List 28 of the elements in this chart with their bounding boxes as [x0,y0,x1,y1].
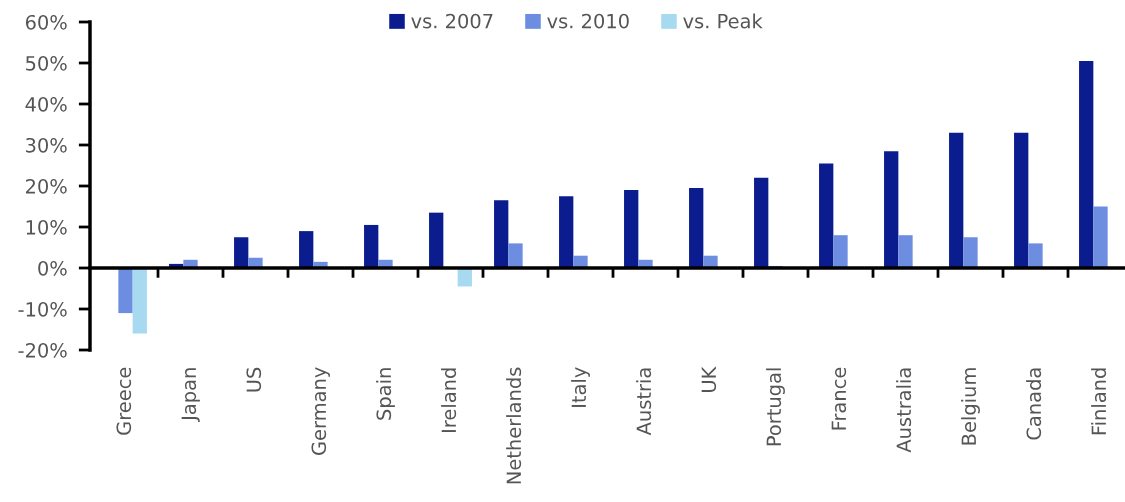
y-tick-label: 0% [38,260,67,276]
x-tick-label: Portugal [766,368,785,446]
x-tick-label: Germany [311,367,330,455]
x-tick-label: France [831,367,847,430]
x-tick-label: Canada [1026,368,1042,440]
legend-label: vs. Peak [683,13,763,29]
x-tick-label: Austria [636,368,652,436]
x-tick-label: UK [701,366,717,392]
x-tick-label: Spain [376,368,395,420]
x-tick-label: Greece [116,367,132,435]
legend-label: vs. 2007 [411,13,493,29]
x-tick-label: Ireland [441,368,457,432]
x-tick-label: US [246,367,262,392]
y-tick-label: -20% [18,342,67,358]
legend-label: vs. 2010 [547,13,629,29]
y-tick-label: 30% [26,137,67,153]
x-tick-label: Japan [181,368,200,422]
x-tick-label: Belgium [961,368,980,445]
y-tick-label: 20% [25,178,67,194]
y-tick-label: 10% [26,219,67,235]
y-tick-label: -10% [18,301,67,317]
x-tick-label: Australia [896,368,912,453]
x-tick-label: Netherlands [506,367,522,484]
x-tick-label: Italy [571,367,590,407]
y-tick-label: 60% [25,14,67,30]
y-tick-label: 40% [25,96,67,112]
y-tick-label: 50% [26,55,67,71]
x-tick-label: Finland [1091,368,1107,435]
